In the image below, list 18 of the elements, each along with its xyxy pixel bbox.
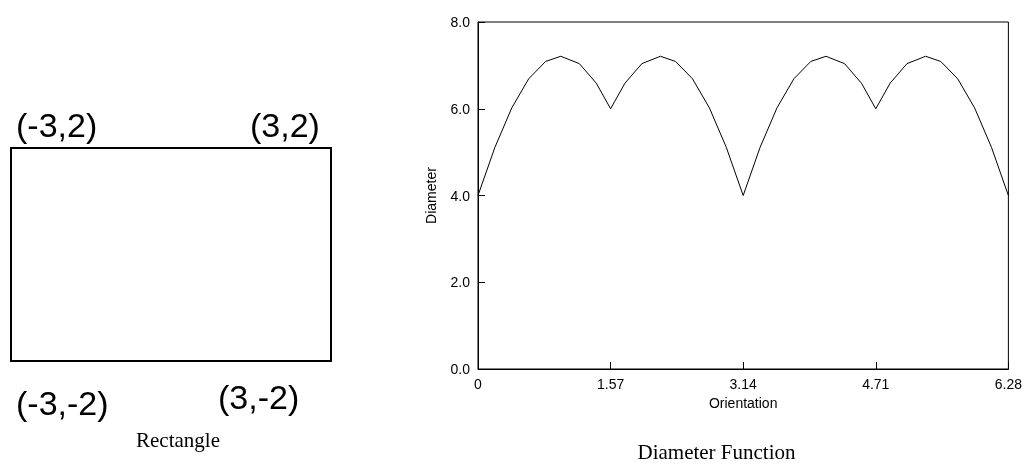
text: (-3,-2) <box>16 384 109 422</box>
x-axis-title: Orientation <box>708 394 778 411</box>
y-tick-label: 8.0 <box>450 14 471 30</box>
x-tick-label: 6.28 <box>994 376 1023 392</box>
text: (3,2) <box>250 106 320 144</box>
y-tick-label: 6.0 <box>450 100 471 117</box>
y-tick-label: 0.0 <box>450 361 471 377</box>
y-axis-title: Diameter <box>423 166 439 224</box>
text: Diameter Function <box>637 439 797 464</box>
y-tick-label: 4.0 <box>450 187 471 204</box>
y-tick-label: 2.0 <box>450 274 471 291</box>
text: (-3,2) <box>16 106 98 144</box>
text: (3,-2) <box>218 378 300 416</box>
text: Rectangle <box>135 428 221 453</box>
x-tick-label: 1.57 <box>596 376 625 392</box>
x-tick-label: 0 <box>474 376 483 392</box>
x-tick-label: 4.71 <box>862 376 890 392</box>
x-tick-label: 3.14 <box>729 376 758 392</box>
